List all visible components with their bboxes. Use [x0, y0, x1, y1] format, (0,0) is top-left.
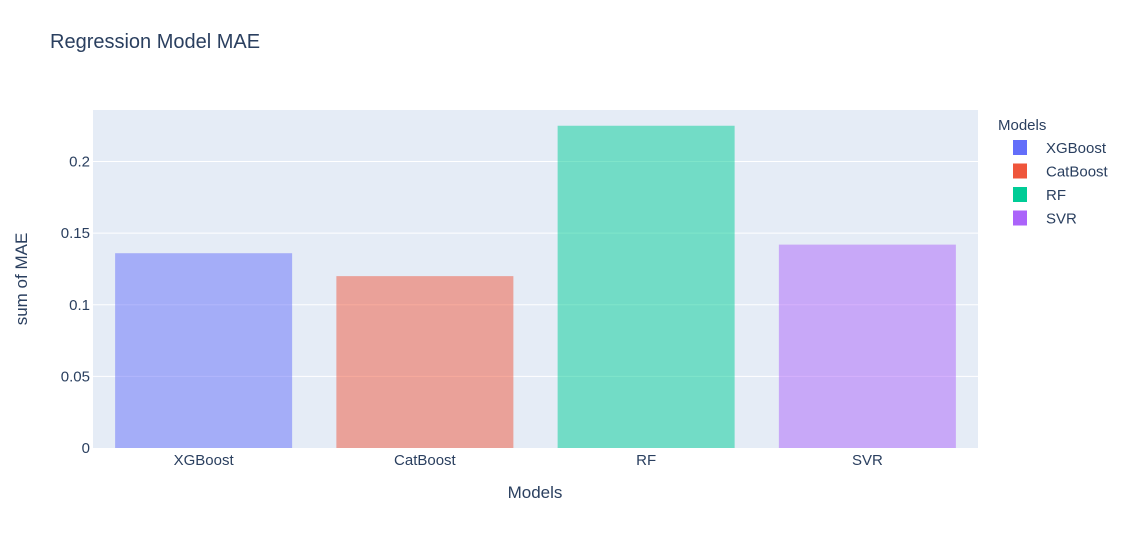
x-axis-ticks: XGBoost CatBoost RF SVR: [174, 452, 883, 469]
bar-xgboost[interactable]: [115, 253, 293, 448]
y-axis-label: sum of MAE: [12, 233, 31, 326]
legend-swatch: [1013, 210, 1027, 226]
bar-svr[interactable]: [778, 244, 956, 448]
x-tick-label: SVR: [852, 452, 883, 469]
legend-label: RF: [1046, 187, 1066, 204]
legend-label: XGBoost: [1046, 140, 1107, 157]
y-tick-label: 0.05: [61, 368, 90, 385]
legend-item-rf[interactable]: RF: [1013, 187, 1066, 204]
bar-rf[interactable]: [557, 125, 735, 448]
legend-item-catboost[interactable]: CatBoost: [1013, 163, 1109, 181]
legend-item-xgboost[interactable]: XGBoost: [1013, 140, 1107, 157]
y-tick-label: 0.15: [61, 225, 90, 242]
legend-title: Models: [998, 117, 1046, 134]
legend-swatch: [1013, 140, 1027, 155]
legend-item-svr[interactable]: SVR: [1013, 210, 1077, 228]
legend: Models XGBoost CatBoost RF SVR: [998, 117, 1109, 228]
legend-label: CatBoost: [1046, 164, 1109, 181]
y-tick-label: 0.1: [69, 297, 90, 314]
chart-title: Regression Model MAE: [50, 31, 260, 53]
legend-label: SVR: [1046, 211, 1077, 228]
y-tick-label: 0.2: [69, 154, 90, 171]
x-tick-label: CatBoost: [394, 452, 457, 469]
x-tick-label: XGBoost: [174, 452, 235, 469]
bar-catboost[interactable]: [336, 276, 514, 448]
legend-swatch: [1013, 163, 1027, 179]
bars: [115, 125, 956, 448]
y-tick-label: 0: [82, 440, 90, 457]
legend-items: XGBoost CatBoost RF SVR: [1013, 140, 1109, 228]
y-axis-ticks: 0 0.05 0.1 0.15 0.2: [61, 154, 90, 457]
legend-swatch: [1013, 187, 1027, 202]
x-tick-label: RF: [636, 452, 656, 469]
x-axis-label: Models: [508, 483, 563, 502]
